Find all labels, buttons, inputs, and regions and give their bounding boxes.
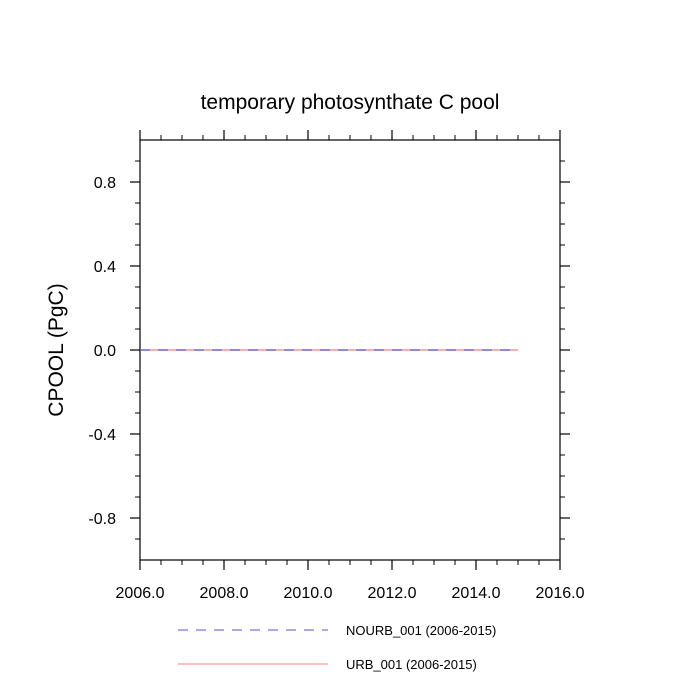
- y-tick-label: -0.4: [88, 427, 116, 444]
- x-tick-label: 2008.0: [200, 585, 249, 602]
- legend-label: NOURB_001 (2006-2015): [346, 623, 496, 638]
- x-tick-label: 2012.0: [368, 585, 417, 602]
- x-tick-label: 2010.0: [284, 585, 333, 602]
- y-tick-label: 0.0: [94, 343, 116, 360]
- legend-label: URB_001 (2006-2015): [346, 657, 477, 672]
- y-tick-label: -0.8: [88, 511, 116, 528]
- y-tick-label: 0.4: [94, 259, 116, 276]
- x-tick-label: 2016.0: [536, 585, 585, 602]
- x-tick-label: 2006.0: [116, 585, 165, 602]
- y-axis-label: CPOOL (PgC): [45, 283, 68, 416]
- legend: NOURB_001 (2006-2015) URB_001 (2006-2015): [178, 623, 496, 672]
- y-tick-label: 0.8: [94, 175, 116, 192]
- axis-ticks: [130, 130, 570, 570]
- x-tick-label: 2014.0: [452, 585, 501, 602]
- y-tick-labels: 0.8 0.4 0.0 -0.4 -0.8: [88, 175, 116, 528]
- chart-title: temporary photosynthate C pool: [201, 91, 500, 114]
- x-tick-labels: 2006.0 2008.0 2010.0 2012.0 2014.0 2016.0: [116, 585, 585, 602]
